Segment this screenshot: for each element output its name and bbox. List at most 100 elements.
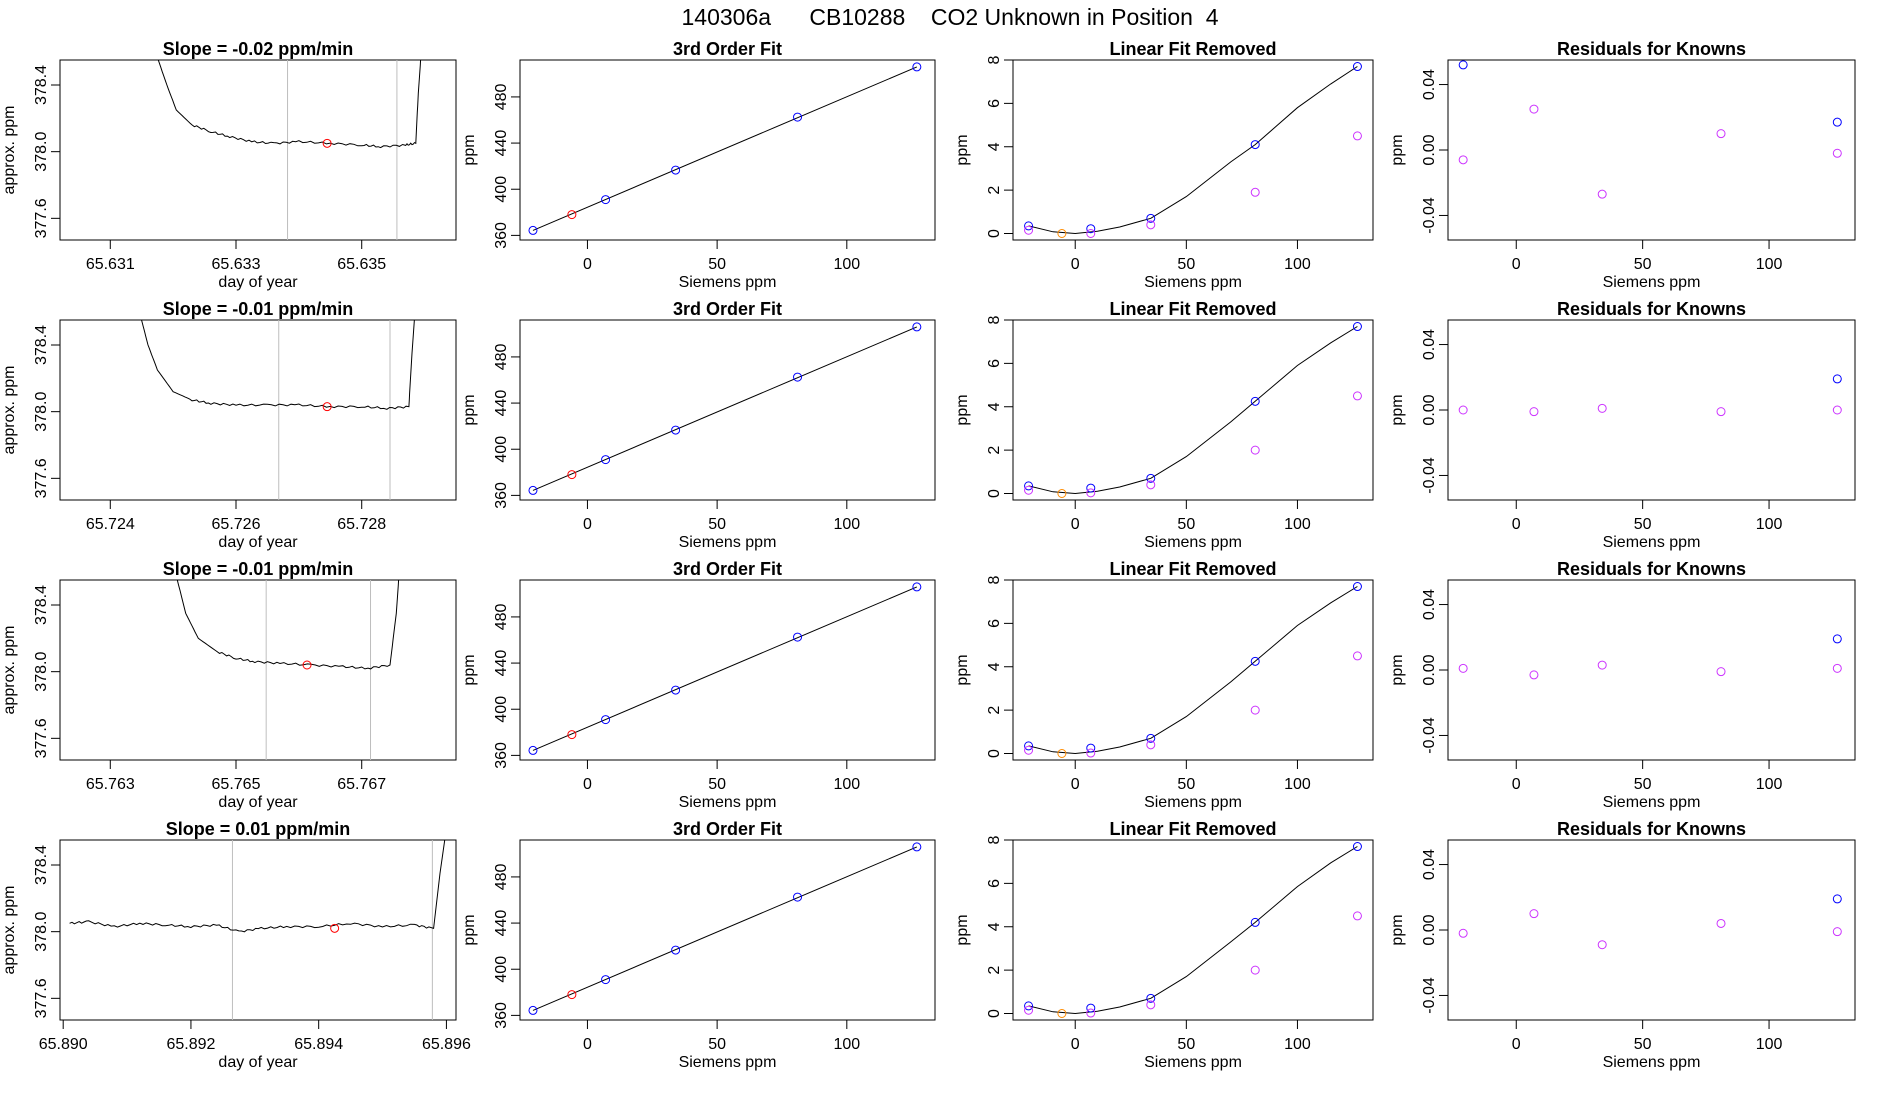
residual-point — [1146, 480, 1156, 490]
plot-frame — [1012, 839, 1374, 1021]
standard-point — [601, 975, 611, 985]
x-tick-label: 0 — [583, 516, 592, 533]
y-tick-label: 0 — [986, 749, 1003, 758]
x-tick-label: 0 — [583, 256, 592, 273]
y-tick-label: 0.04 — [1421, 329, 1438, 360]
y-tick-label: 360 — [493, 222, 510, 249]
y-tick-label: 480 — [493, 343, 510, 370]
panel-title: Slope = -0.01 ppm/min — [163, 299, 354, 319]
standard-point — [793, 372, 803, 382]
standard-point — [671, 945, 681, 955]
plot-frame — [1447, 59, 1856, 241]
standard-point — [601, 455, 611, 465]
panel-title: Residuals for Knowns — [1557, 299, 1746, 319]
residual-point — [1250, 705, 1260, 715]
residual-point — [1024, 1005, 1034, 1015]
panel-title: Slope = -0.02 ppm/min — [163, 39, 354, 59]
x-tick-label: 65.892 — [166, 1036, 215, 1053]
panel-title: 3rd Order Fit — [673, 819, 782, 839]
residual-point — [1832, 663, 1842, 673]
residual-point — [1458, 663, 1468, 673]
y-tick-label: 6 — [986, 619, 1003, 628]
y-tick-label: 4 — [986, 142, 1003, 151]
x-tick-label: 65.765 — [212, 776, 261, 793]
standard-point — [528, 225, 538, 235]
y-tick-label: 480 — [493, 603, 510, 630]
y-axis-label: ppm — [1389, 654, 1406, 685]
x-tick-label: 0 — [1071, 256, 1080, 273]
x-axis-label: Siemens ppm — [1603, 794, 1701, 811]
standard-point — [1250, 656, 1260, 666]
data-layer — [532, 586, 918, 751]
standard-point — [1086, 224, 1096, 234]
x-tick-label: 65.631 — [86, 256, 135, 273]
x-axis-label: Siemens ppm — [1144, 534, 1242, 551]
plot-frame — [59, 319, 457, 501]
panel-title: Slope = -0.01 ppm/min — [163, 559, 354, 579]
standard-point — [1832, 374, 1842, 384]
y-tick-label: 2 — [986, 186, 1003, 195]
y-tick-label: 378.0 — [33, 652, 50, 692]
y-tick-label: 360 — [493, 742, 510, 769]
data-layer — [532, 846, 918, 1011]
title-description: CO2 Unknown in Position 4 — [930, 4, 1219, 30]
plot-frame — [519, 839, 936, 1021]
residual-point — [1146, 220, 1156, 230]
y-axis-label: ppm — [1389, 394, 1406, 425]
y-tick-label: 8 — [986, 315, 1003, 324]
x-tick-label: 65.767 — [337, 776, 386, 793]
y-tick-label: 400 — [493, 956, 510, 983]
standard-point — [1146, 473, 1156, 483]
x-axis-label: day of year — [218, 794, 298, 811]
x-tick-label: 65.728 — [337, 516, 386, 533]
x-tick-label: 65.763 — [86, 776, 135, 793]
standard-point — [1024, 741, 1034, 751]
y-tick-label: 4 — [986, 922, 1003, 931]
y-tick-label: 377.6 — [33, 978, 50, 1018]
y-tick-label: 378.4 — [33, 845, 50, 885]
unknown_residual-point — [1057, 488, 1067, 498]
y-tick-label: 440 — [493, 130, 510, 157]
x-tick-label: 0 — [583, 776, 592, 793]
standard-point — [1146, 733, 1156, 743]
y-tick-label: 0.00 — [1421, 394, 1438, 425]
y-tick-label: 0 — [986, 489, 1003, 498]
standard-point — [1024, 1001, 1034, 1011]
residual-point — [1597, 940, 1607, 950]
y-tick-label: 0 — [986, 229, 1003, 238]
y-tick-label: -0.04 — [1421, 977, 1438, 1014]
plot-frame — [59, 839, 457, 1021]
data-layer — [532, 326, 918, 491]
standard-point — [1352, 322, 1362, 332]
residual-point — [1086, 228, 1096, 238]
x-tick-label: 50 — [1634, 776, 1652, 793]
x-tick-label: 65.890 — [39, 1036, 88, 1053]
residual-point — [1024, 225, 1034, 235]
panel-title: Linear Fit Removed — [1109, 39, 1276, 59]
standard-point — [912, 322, 922, 332]
standard-point — [1146, 993, 1156, 1003]
panel-r4c2: 3rd Order Fit 0 50 100 Siemens ppm 360 400 440 4… — [461, 819, 936, 1071]
plot-frame — [59, 59, 457, 241]
panel-title: 3rd Order Fit — [673, 559, 782, 579]
residual-point — [1250, 965, 1260, 975]
panel-title: Linear Fit Removed — [1109, 559, 1276, 579]
residual-point — [1832, 405, 1842, 415]
unknown_residual-point — [1057, 1008, 1067, 1018]
standard-point — [1086, 483, 1096, 493]
panel-title: Slope = 0.01 ppm/min — [166, 819, 351, 839]
y-tick-label: 360 — [493, 1002, 510, 1029]
y-tick-label: 400 — [493, 436, 510, 463]
residual-point — [1529, 104, 1539, 114]
plot-frame — [1447, 839, 1856, 1021]
cylinder-id: CB10288 — [809, 4, 906, 30]
x-tick-label: 100 — [833, 776, 860, 793]
fit-curve — [1028, 66, 1358, 235]
fit-curve — [1028, 326, 1358, 495]
standard-point — [1458, 60, 1468, 70]
y-axis-label: ppm — [461, 394, 478, 425]
plot-frame — [1012, 579, 1374, 761]
plot-frame — [519, 319, 936, 501]
y-tick-label: 378.0 — [33, 132, 50, 172]
x-tick-label: 100 — [1756, 776, 1783, 793]
